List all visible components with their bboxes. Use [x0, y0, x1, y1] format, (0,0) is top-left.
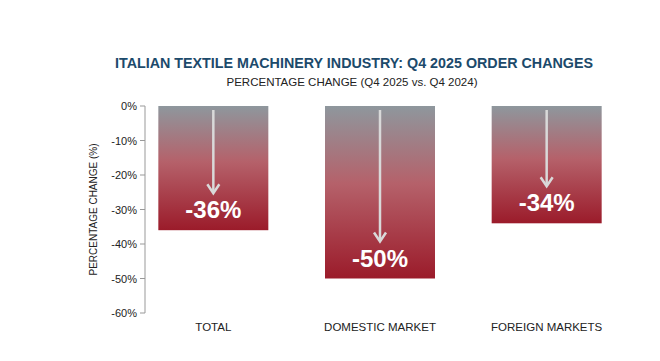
bar: [492, 106, 602, 223]
y-tick: [140, 278, 145, 279]
title: ITALIAN TEXTILE MACHINERY INDUSTRY: Q4 2…: [115, 54, 593, 71]
y-tick: [140, 140, 145, 141]
arrow-head: [374, 233, 386, 242]
y-tick: [140, 313, 145, 314]
bar: [325, 106, 435, 279]
y-tick-label: -40%: [111, 238, 137, 250]
y-tick-label: -10%: [111, 135, 137, 147]
y-axis-label: PERCENTAGE CHANGE (%): [88, 143, 99, 275]
arrow-head: [541, 177, 553, 186]
bars: [158, 106, 601, 279]
arrow-shaft: [545, 110, 548, 185]
category-label: DOMESTIC MARKET: [324, 321, 436, 333]
subtitle: PERCENTAGE CHANGE (Q4 2025 vs. Q4 2024): [227, 76, 478, 88]
y-tick-label: -60%: [111, 307, 137, 319]
arrow-shaft: [212, 110, 215, 192]
arrow-shaft: [379, 110, 382, 241]
chart-container: ITALIAN TEXTILE MACHINERY INDUSTRY: Q4 2…: [0, 0, 660, 361]
y-tick-label: -20%: [111, 169, 137, 181]
bar: [158, 106, 268, 230]
y-tick-label: 0%: [121, 100, 137, 112]
data-label: -36%: [185, 196, 241, 223]
arrow-head: [207, 184, 219, 193]
y-tick: [140, 244, 145, 245]
y-tick: [140, 209, 145, 210]
labels: -36% TOTAL -50% DOMESTIC MARKET -34% FOREIGN …: [185, 189, 602, 333]
category-label: TOTAL: [195, 321, 232, 333]
category-label: FOREIGN MARKETS: [491, 321, 603, 333]
chart-svg: ITALIAN TEXTILE MACHINERY INDUSTRY: Q4 2…: [0, 0, 660, 361]
data-label: -34%: [519, 189, 575, 216]
y-tick-label: -30%: [111, 204, 137, 216]
y-tick-label: -50%: [111, 273, 137, 285]
y-tick: [140, 175, 145, 176]
y-tick: [140, 106, 145, 107]
data-label: -50%: [352, 245, 408, 272]
